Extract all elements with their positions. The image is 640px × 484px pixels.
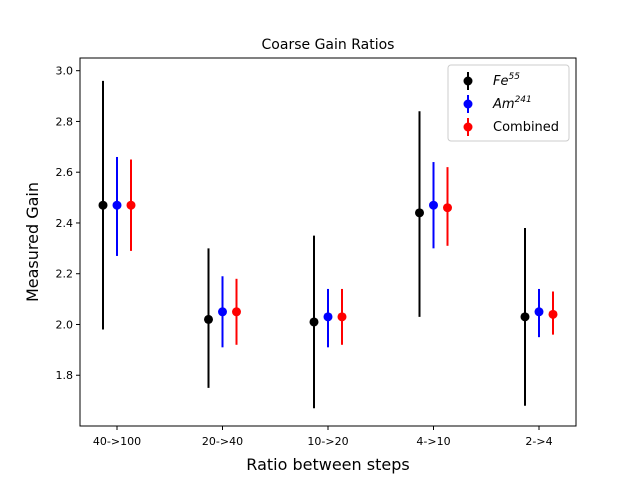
y-tick-label: 2.6 [56,166,74,179]
x-axis: 40->100 20->40 10->20 4->10 2->4 [93,426,553,448]
legend-entry: Combined [463,118,559,136]
series-am [112,156,544,348]
data-point [415,208,424,218]
data-point [548,309,558,319]
x-axis-label: Ratio between steps [246,455,409,474]
data-point [337,312,347,322]
data-point [429,200,438,210]
data-point [218,307,227,317]
y-tick-label: 3.0 [56,65,74,78]
chart-title: Coarse Gain Ratios [262,37,395,53]
data-point [323,312,333,322]
series-fe [98,80,530,409]
legend-entry: Fe55 [463,72,520,90]
y-axis: 1.8 2.0 2.2 2.4 2.6 2.8 3.0 [56,65,80,382]
legend-label-superscript: 55 [508,72,520,82]
data-point [520,312,530,322]
x-tick-label: 20->40 [202,435,243,448]
y-tick-label: 2.2 [56,268,74,281]
x-tick-label: 4->10 [416,435,450,448]
data-point [126,200,136,210]
data-point [309,317,319,327]
y-tick-label: 2.4 [56,217,74,230]
legend-marker [463,122,473,132]
legend-label: Fe55 [493,72,520,89]
legend-marker [463,76,473,86]
y-axis-label: Measured Gain [23,182,42,302]
data-point [204,314,213,324]
data-point [98,200,108,210]
y-tick-label: 2.8 [56,115,74,128]
legend-label: Combined [493,120,559,135]
legend-label-name: Am [492,97,515,112]
series-layer [98,80,558,409]
legend-marker [463,99,473,109]
data-point [534,307,544,317]
legend-label-superscript: 241 [515,95,532,105]
legend-frame [447,64,570,142]
legend-entry: Am241 [463,95,532,113]
legend-label-name: Combined [493,120,559,135]
legend: Fe55 Am241 Combined [447,64,570,142]
data-point [112,200,122,210]
x-tick-label: 40->100 [93,435,141,448]
legend-label: Am241 [492,95,532,112]
data-point [443,203,452,213]
x-tick-label: 10->20 [307,435,348,448]
x-tick-label: 2->4 [525,435,552,448]
y-tick-label: 2.0 [56,318,74,331]
y-tick-label: 1.8 [56,369,74,382]
data-point [232,307,241,317]
series-combined [126,159,558,345]
legend-label-name: Fe [493,74,508,89]
